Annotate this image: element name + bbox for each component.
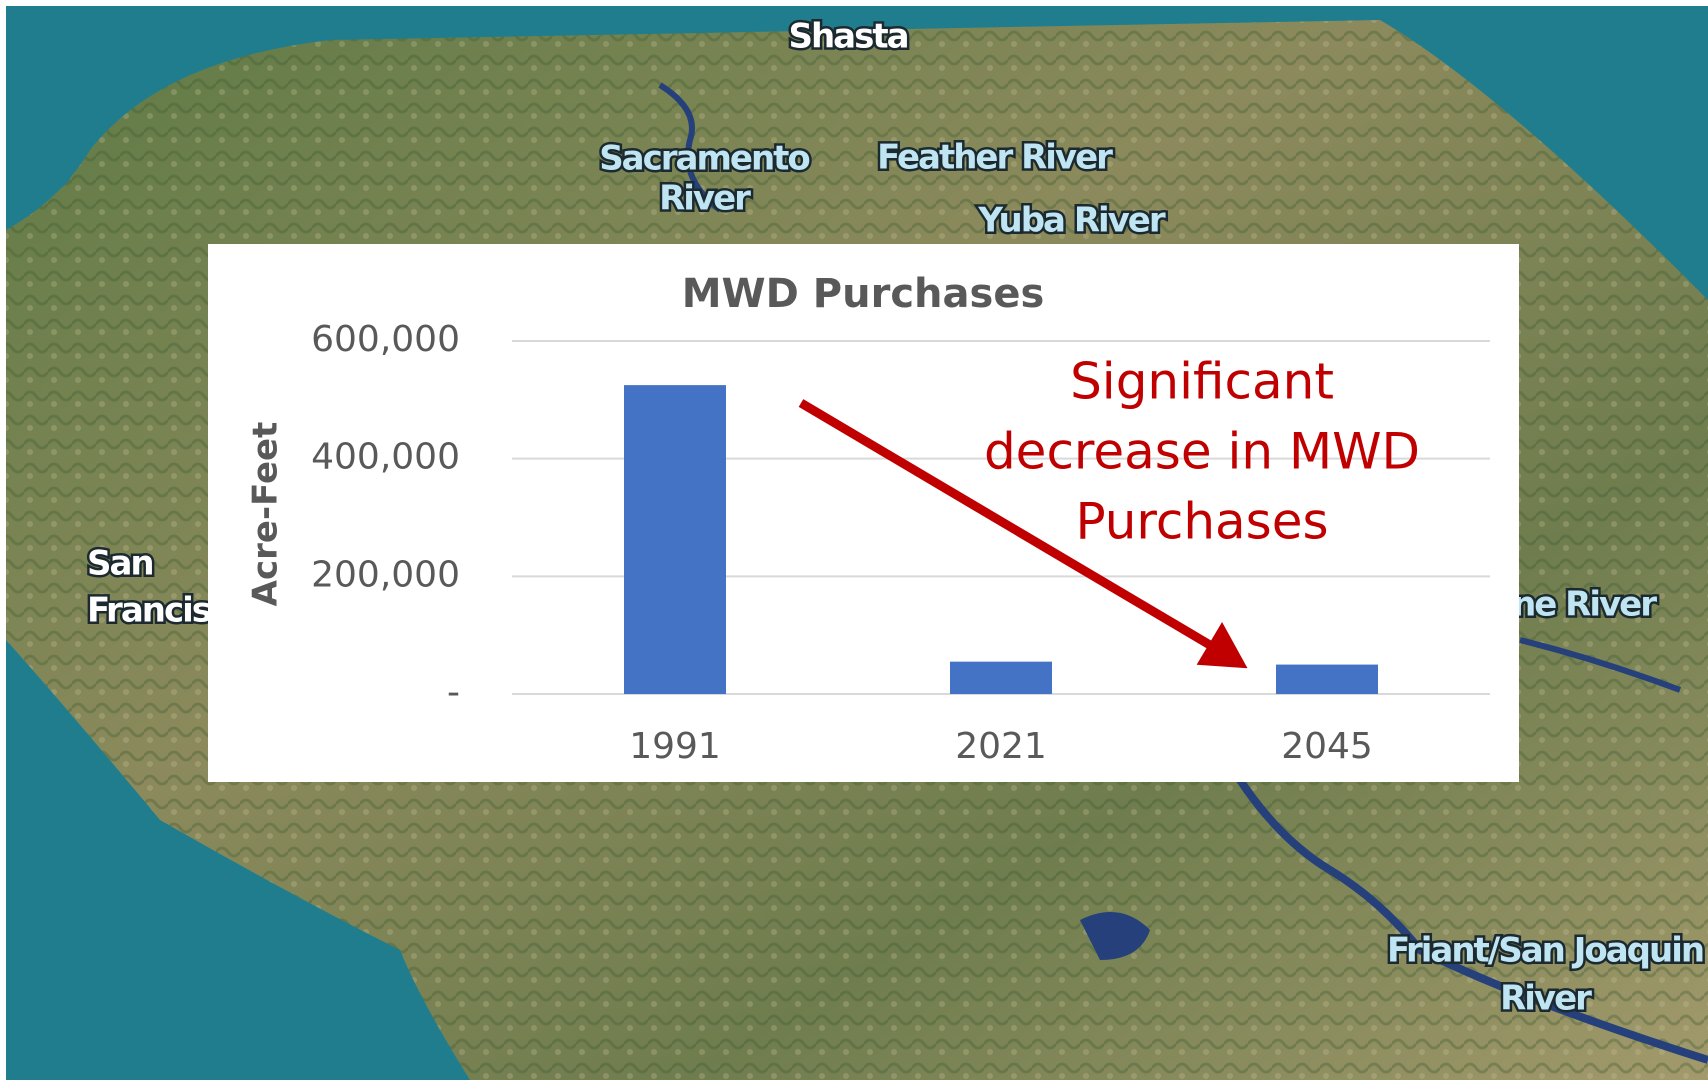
map-label: San (87, 544, 153, 584)
chart: MWD Purchases Acre-Feet - 200,000 400,000 6… (208, 244, 1519, 782)
bar (950, 662, 1052, 694)
annotation: decrease in MWD (984, 423, 1420, 481)
bar (1276, 665, 1378, 694)
y-tick-label: 200,000 (311, 554, 460, 595)
map-label: Yuba River (977, 201, 1166, 241)
map-label: Friant/San Joaquin (1387, 931, 1703, 971)
annotation: Significant (1070, 353, 1334, 411)
chart-title: MWD Purchases (682, 271, 1045, 317)
annotation: Purchases (1075, 493, 1328, 551)
x-tick-label: 2045 (1281, 726, 1373, 767)
y-tick-label: 600,000 (311, 319, 460, 360)
map-label: River (1500, 979, 1592, 1019)
bar (624, 385, 726, 694)
map-label: Feather River (877, 138, 1113, 178)
x-tick-label: 2021 (955, 726, 1047, 767)
y-tick-label: - (447, 672, 460, 713)
x-tick-label: 1991 (629, 726, 721, 767)
map-label: Shasta (788, 17, 907, 57)
page: {"map": {"labels": ["Shasta", "Sacrament… (0, 0, 1708, 1080)
map-label: Sacramento (599, 139, 809, 179)
map-label: River (659, 179, 751, 219)
map-background: Shasta Sacramento River Feather River Yu… (0, 0, 1708, 1080)
y-axis-label: Acre-Feet (246, 422, 286, 607)
y-tick-label: 400,000 (311, 437, 460, 478)
